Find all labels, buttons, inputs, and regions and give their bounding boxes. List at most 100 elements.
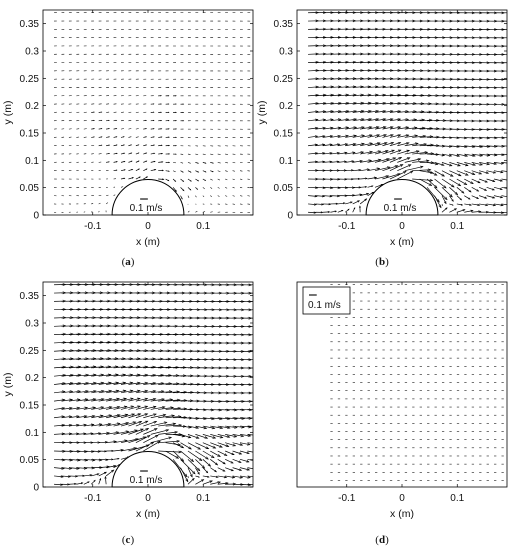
velocity-arrow — [135, 413, 148, 419]
velocity-arrowhead — [123, 397, 127, 401]
velocity-arrow — [210, 434, 223, 439]
velocity-arrow — [113, 430, 129, 435]
velocity-arrow — [330, 186, 341, 189]
velocity-arrow — [91, 333, 103, 335]
velocity-arrow — [120, 366, 133, 369]
velocity-arrow — [337, 143, 348, 147]
velocity-arrowhead — [390, 141, 395, 145]
velocity-arrowhead — [423, 142, 428, 146]
velocity-arrow — [479, 162, 490, 165]
velocity-arrowhead — [382, 126, 387, 129]
velocity-arrowhead — [89, 474, 93, 477]
velocity-arrowhead — [394, 165, 399, 168]
velocity-arrowhead — [366, 192, 370, 196]
velocity-arrowhead — [342, 202, 346, 205]
velocity-arrow — [464, 145, 475, 148]
velocity-arrow — [143, 440, 161, 452]
velocity-arrow — [389, 118, 401, 122]
velocity-arrowhead — [182, 189, 185, 192]
velocity-arrow — [210, 153, 214, 155]
velocity-arrow — [61, 467, 72, 470]
velocity-arrow — [113, 406, 128, 410]
velocity-arrow — [76, 390, 89, 394]
velocity-arrow — [76, 467, 87, 469]
velocity-arrow — [345, 201, 353, 205]
velocity-arrowhead — [484, 188, 488, 191]
velocity-arrow — [501, 145, 507, 147]
velocity-arrowhead — [184, 473, 188, 478]
velocity-arrow — [382, 118, 393, 122]
velocity-arrowhead — [115, 431, 120, 435]
velocity-arrow — [120, 186, 124, 188]
velocity-arrow — [76, 358, 89, 360]
velocity-arrow — [54, 358, 66, 360]
velocity-arrowhead — [407, 164, 412, 168]
scale-label: 0.1 m/s — [308, 300, 341, 311]
velocity-arrowhead — [160, 119, 163, 122]
velocity-arrowhead — [405, 126, 410, 130]
velocity-arrow — [172, 442, 184, 449]
velocity-arrowhead — [175, 455, 180, 459]
velocity-arrowhead — [397, 134, 402, 137]
x-axis-label: x (m) — [136, 508, 160, 520]
velocity-arrowhead — [131, 413, 136, 417]
velocity-arrowhead — [189, 188, 192, 191]
velocity-arrow — [308, 127, 318, 130]
velocity-arrow — [217, 178, 221, 181]
velocity-arrow — [225, 442, 236, 447]
velocity-arrow — [120, 120, 124, 122]
velocity-arrow — [471, 178, 481, 184]
velocity-arrow — [337, 127, 349, 130]
velocity-arrow — [494, 211, 504, 214]
velocity-arrowhead — [181, 197, 183, 200]
velocity-arrow — [135, 358, 148, 360]
velocity-arrowhead — [451, 184, 455, 188]
velocity-arrow — [76, 398, 88, 402]
velocity-arrow — [322, 186, 333, 189]
velocity-arrow — [225, 450, 235, 456]
velocity-arrow — [479, 178, 488, 183]
velocity-arrow — [180, 450, 194, 462]
velocity-arrowhead — [329, 143, 333, 146]
velocity-arrow — [315, 94, 326, 97]
velocity-arrow — [91, 432, 101, 435]
velocity-arrow — [382, 173, 401, 180]
velocity-arrowhead — [84, 406, 89, 410]
velocity-arrowhead — [385, 175, 390, 178]
velocity-arrow — [232, 450, 242, 455]
velocity-arrow — [322, 61, 334, 63]
velocity-arrowhead — [167, 111, 170, 113]
velocity-arrowhead — [368, 159, 373, 163]
velocity-arrow — [322, 144, 333, 147]
velocity-arrow — [225, 417, 238, 420]
velocity-arrow — [374, 134, 387, 138]
velocity-arrowhead — [444, 196, 448, 201]
velocity-arrow — [210, 409, 222, 411]
velocity-arrow — [217, 409, 230, 411]
velocity-arrow — [195, 153, 199, 155]
velocity-arrowhead — [369, 134, 373, 138]
velocity-arrow — [352, 69, 364, 72]
velocity-arrowhead — [247, 475, 251, 479]
velocity-arrowhead — [468, 189, 472, 193]
velocity-arrow — [322, 102, 334, 105]
velocity-arrow — [322, 127, 333, 130]
velocity-arrowhead — [397, 77, 402, 81]
velocity-arrow — [456, 162, 469, 166]
velocity-arrowhead — [334, 210, 338, 213]
velocity-arrowhead — [215, 462, 219, 466]
velocity-arrow — [419, 153, 434, 155]
velocity-arrowhead — [144, 397, 149, 401]
velocity-arrowhead — [162, 413, 167, 417]
velocity-arrow — [106, 406, 120, 410]
velocity-arrow — [308, 119, 318, 122]
velocity-arrow — [98, 390, 112, 394]
velocity-arrow — [128, 374, 141, 377]
velocity-arrow — [83, 398, 96, 402]
velocity-arrow — [61, 433, 72, 435]
velocity-arrowhead — [174, 430, 179, 434]
velocity-arrow — [397, 126, 409, 130]
velocity-arrow — [464, 153, 476, 157]
velocity-arrow — [360, 151, 373, 155]
velocity-arrow — [225, 170, 228, 172]
